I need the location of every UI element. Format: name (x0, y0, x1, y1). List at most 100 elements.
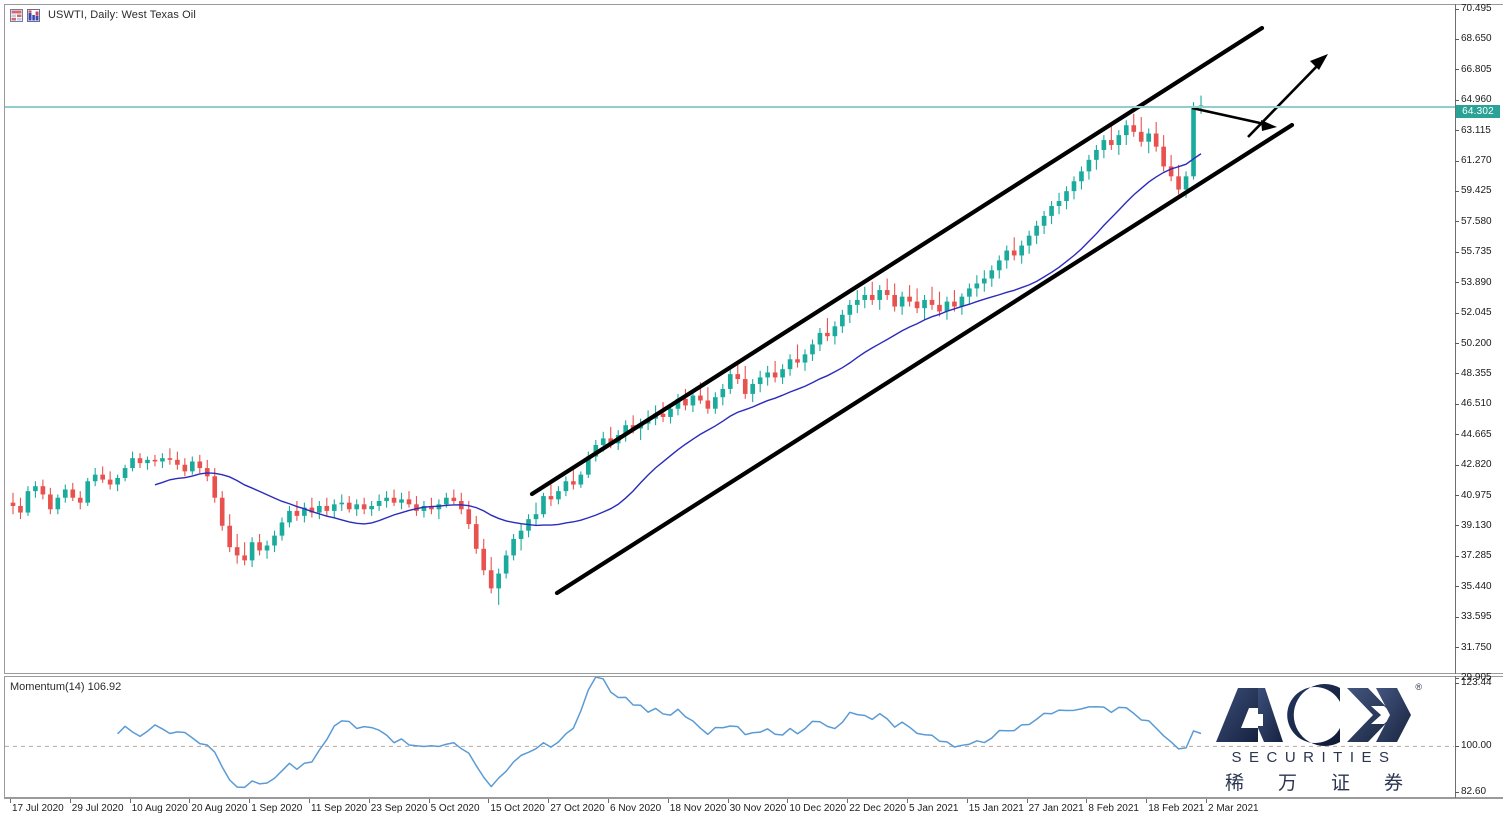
price-axis[interactable]: 70.495 68.650 66.805 64.960 63.115 61.270 59.4… (1455, 4, 1507, 683)
price-plot-area[interactable] (5, 5, 1454, 674)
candlestick (780, 364, 785, 384)
candlestick (1123, 120, 1129, 146)
candlestick (503, 550, 509, 579)
price-pane (4, 4, 1503, 674)
candlestick (817, 327, 823, 352)
price-tick-label: 35.440 (1461, 580, 1492, 592)
candlestick (795, 344, 800, 368)
candlestick (511, 533, 516, 561)
candlestick (40, 479, 46, 500)
date-tick-label: 15 Jan 2021 (968, 803, 1024, 814)
tick-mark (1455, 38, 1459, 40)
tick-mark (1455, 525, 1459, 527)
candlestick (705, 387, 711, 414)
tick-mark (1455, 343, 1459, 344)
date-tick (966, 799, 968, 803)
candlestick (1109, 125, 1114, 150)
date-tick-label: 8 Feb 2021 (1088, 803, 1139, 814)
candlestick (264, 540, 270, 559)
tick-mark (1455, 586, 1459, 588)
current-price-badge: 64.302 (1456, 105, 1500, 119)
date-tick-label: 5 Jan 2021 (909, 803, 959, 814)
price-tick-label: 33.595 (1461, 611, 1492, 623)
candlestick (160, 453, 165, 469)
candlestick (690, 390, 696, 413)
trendline-channel-lower[interactable] (554, 122, 1295, 596)
candlestick (982, 270, 987, 292)
candlestick (765, 365, 770, 386)
candlestick (1161, 135, 1166, 172)
logo-subtitle: SECURITIES (1231, 749, 1397, 766)
candlestick (914, 288, 920, 314)
tick-mark (1455, 251, 1459, 253)
candlestick (257, 533, 262, 556)
date-tick (667, 799, 669, 803)
momentum-axis[interactable]: 123.44 100.00 82.60 (1455, 676, 1507, 798)
candlestick (884, 278, 890, 300)
candlestick (317, 501, 322, 520)
candlestick (571, 469, 576, 490)
date-tick (488, 799, 490, 803)
date-tick-label: 18 Nov 2020 (669, 803, 727, 814)
candlestick (339, 494, 345, 511)
trendline-channel-upper[interactable] (529, 25, 1265, 497)
date-tick (309, 799, 310, 803)
page-title: USWTI, Daily: West Texas Oil (48, 9, 196, 21)
candlestick (406, 491, 412, 508)
candlestick (683, 388, 688, 411)
candlestick (541, 492, 546, 518)
date-tick-label: 10 Dec 2020 (789, 803, 847, 814)
candlestick (1041, 210, 1047, 235)
candlestick (331, 499, 337, 518)
candlestick (399, 492, 404, 510)
candlestick (772, 360, 778, 383)
candlestick (713, 392, 718, 414)
candlestick (1019, 240, 1024, 264)
momentum-axis-spine (1455, 676, 1456, 798)
price-tick-label: 66.805 (1461, 63, 1492, 75)
moving-average-line (154, 153, 1202, 527)
table-grid-icon[interactable] (10, 8, 23, 22)
date-tick-label: 5 Oct 2020 (430, 803, 480, 814)
candlestick (77, 491, 83, 510)
candlestick (414, 496, 419, 516)
candlestick (847, 299, 853, 324)
date-tick-label: 15 Oct 2020 (490, 803, 545, 814)
current-price-line (5, 106, 1455, 109)
pullback-arrow[interactable] (1191, 106, 1277, 131)
candlestick (130, 451, 135, 472)
tick-mark (1455, 791, 1459, 793)
price-tick-label: 37.285 (1461, 550, 1492, 562)
candlestick (959, 293, 965, 315)
price-tick-label: 31.750 (1461, 641, 1492, 653)
price-tick-label: 39.130 (1461, 519, 1492, 531)
candlestick (436, 499, 442, 520)
candlestick (309, 497, 315, 518)
candlestick (563, 476, 569, 497)
tick-mark (1455, 647, 1459, 649)
candlestick (1094, 145, 1099, 170)
candlestick (862, 286, 868, 309)
tick-mark (1455, 464, 1459, 466)
candlestick (1168, 154, 1174, 182)
candlestick (937, 291, 942, 317)
candlestick (623, 420, 628, 442)
candlestick (832, 321, 838, 345)
candlestick (675, 393, 681, 416)
momentum-plot-area[interactable] (5, 677, 1454, 798)
candlestick (1026, 230, 1032, 254)
candlestick (115, 474, 120, 492)
momentum-line (117, 677, 1202, 789)
date-axis[interactable]: 17 Jul 2020 29 Jul 2020 10 Aug 2020 20 Aug … (4, 798, 1503, 823)
candlestick (279, 517, 285, 541)
candlestick (548, 484, 554, 506)
candlestick (929, 286, 935, 310)
bar-chart-icon[interactable] (27, 8, 40, 22)
date-tick-label: 18 Feb 2021 (1148, 803, 1205, 814)
price-tick-label: 55.735 (1461, 246, 1492, 258)
date-tick (428, 799, 430, 803)
tick-mark (1455, 282, 1459, 284)
candlestick (227, 514, 232, 553)
tick-mark (1455, 616, 1459, 618)
breakout-arrow[interactable] (1247, 54, 1328, 138)
